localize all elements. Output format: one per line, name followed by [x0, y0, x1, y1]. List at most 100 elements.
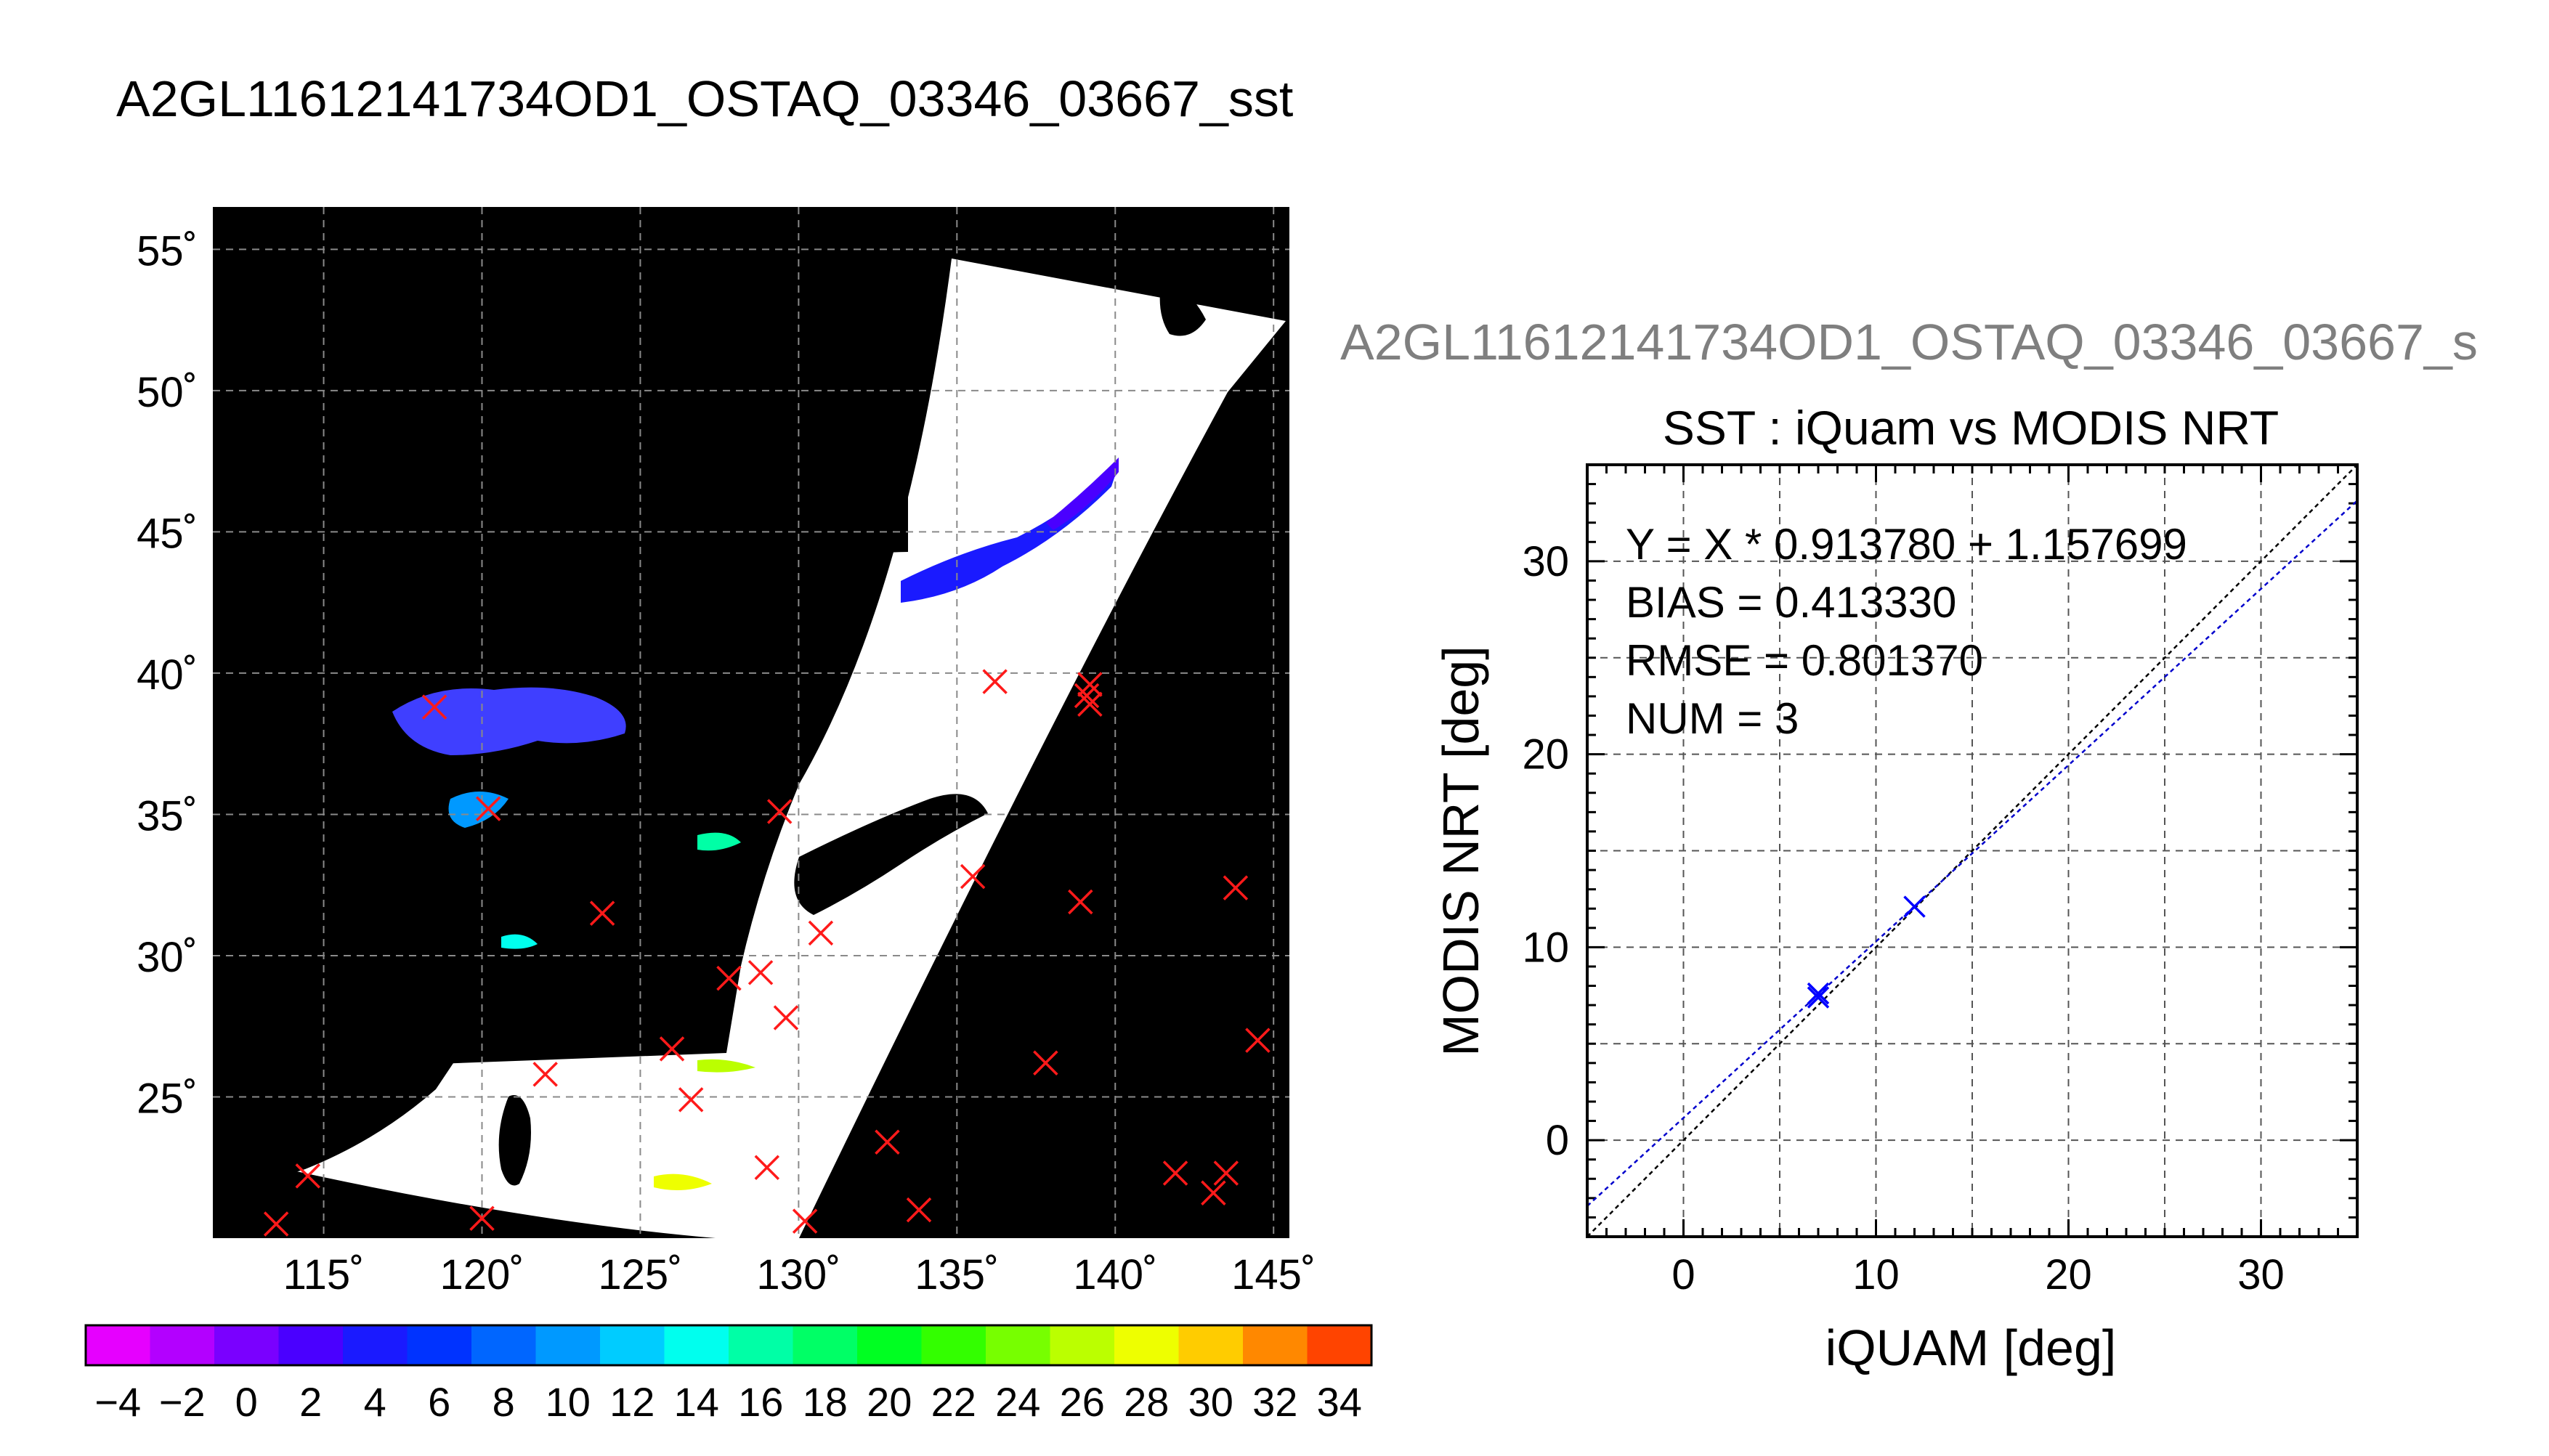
map-lat-label: 55˚ [137, 227, 198, 274]
map-marker [1245, 1028, 1271, 1053]
scatter-points [1807, 895, 1926, 1009]
colorbar-block [729, 1325, 793, 1365]
colorbar-block [407, 1325, 472, 1365]
map-marker-stroke [716, 965, 742, 991]
map-marker-stroke [960, 863, 986, 890]
scatter-x-tick-label: 20 [2045, 1251, 2092, 1298]
map-lat-label: 35˚ [137, 792, 198, 839]
colorbar-tick-label: 12 [609, 1379, 655, 1425]
colorbar-block [857, 1325, 922, 1365]
map-marker-stroke [421, 694, 447, 720]
map-marker-stroke [875, 1129, 900, 1155]
map-marker-stroke [1245, 1028, 1271, 1053]
map-marker-stroke [982, 669, 1008, 694]
map-lat-label: 50˚ [137, 369, 198, 416]
sst-patch-south-2 [654, 1174, 712, 1190]
scatter-point [1903, 895, 1926, 918]
sst-patch-east-china [501, 934, 538, 949]
map-lon-label: 135˚ [915, 1251, 999, 1298]
colorbar-tick-label: 30 [1188, 1379, 1233, 1425]
map-marker-stroke [1033, 1050, 1058, 1076]
map-marker-stroke [1223, 875, 1249, 900]
map-marker-stroke [906, 1197, 932, 1223]
scatter-point-stroke [1807, 986, 1830, 1009]
map-marker-stroke [659, 1036, 685, 1062]
map-marker-stroke [1077, 672, 1103, 697]
sst-patch-korea-strait [697, 832, 741, 851]
colorbar-block [921, 1325, 986, 1365]
colorbar-block [1243, 1325, 1308, 1365]
sst-color-patches [392, 457, 1119, 1190]
map-marker [1223, 875, 1249, 900]
map-panel: 55˚ 50˚ 45˚ 40˚ 35˚ 30˚ 25˚ 115˚ 120˚ 125˚ 130˚ 13… [137, 207, 1316, 1298]
map-marker-stroke [295, 1163, 321, 1189]
colorbar-tick-label: 34 [1317, 1379, 1362, 1425]
map-marker-stroke [1162, 1160, 1188, 1186]
colorbar-tick-label: 24 [995, 1379, 1040, 1425]
map-marker-stroke [469, 1205, 495, 1232]
map-lat-label: 45˚ [137, 510, 198, 557]
colorbar-block [471, 1325, 536, 1365]
map-marker [906, 1197, 932, 1223]
sst-patch-okhotsk [1046, 457, 1119, 530]
sst-patch-yellow-sea [448, 792, 508, 828]
map-lon-label: 125˚ [598, 1251, 682, 1298]
colorbar-tick-label: 26 [1060, 1379, 1105, 1425]
scatter-x-tick-label: 30 [2237, 1251, 2285, 1298]
colorbar-block [1114, 1325, 1179, 1365]
scatter-tick-labels: 0 10 20 30 0 10 20 30 [1522, 538, 2284, 1298]
map-marker-stroke [1213, 1160, 1239, 1186]
map-lon-label: 130˚ [756, 1251, 840, 1298]
regression-fit-line [1586, 500, 2358, 1207]
colorbar-frame [84, 1324, 1373, 1367]
sst-patch-bohai [392, 687, 626, 755]
main-title: A2GL11612141734OD1_OSTAQ_03346_03667_sst [116, 70, 1293, 127]
colorbar-block [150, 1325, 215, 1365]
scatter-annotation: NUM = 3 [1626, 694, 1799, 743]
scatter-annotation: RMSE = 0.801370 [1626, 636, 1983, 685]
scatter-overtitle: A2GL11612141734OD1_OSTAQ_03346_03667_s [1340, 314, 2478, 370]
map-marker [659, 1036, 685, 1062]
map-marker [716, 965, 742, 991]
map-lat-label: 30˚ [137, 934, 198, 981]
map-marker [773, 1005, 799, 1030]
map-marker [475, 796, 501, 821]
map-marker [1077, 672, 1103, 697]
map-marker [960, 863, 986, 890]
scatter-panel: SST : iQuam vs MODIS NRT Y = X * 0.91378… [1432, 401, 2359, 1376]
colorbar-block [600, 1325, 665, 1365]
colorbar-tick-label: −4 [94, 1379, 141, 1425]
colorbar-block [278, 1325, 344, 1365]
scatter-point [1807, 982, 1830, 1005]
colorbar-block [986, 1325, 1050, 1365]
map-lon-label: 120˚ [439, 1251, 524, 1298]
scatter-point [1807, 986, 1830, 1009]
map-marker [1201, 1180, 1226, 1205]
colorbar-blocks [86, 1325, 1372, 1365]
map-marker [263, 1211, 289, 1237]
map-marker [1162, 1160, 1188, 1186]
colorbar-tick-label: 10 [546, 1379, 591, 1425]
colorbar-tick-label: 4 [364, 1379, 386, 1425]
map-lon-labels: 115˚ 120˚ 125˚ 130˚ 135˚ 140˚ 145˚ [283, 1251, 1316, 1298]
land-korea [697, 639, 775, 830]
scatter-y-tick-label: 0 [1546, 1117, 1569, 1164]
map-marker [754, 1155, 780, 1180]
map-marker-stroke [792, 1208, 818, 1234]
colorbar-block [793, 1325, 858, 1365]
map-lat-label: 40˚ [137, 651, 198, 699]
scatter-annotation: BIAS = 0.413330 [1626, 578, 1956, 627]
colorbar-tick-label: −2 [159, 1379, 206, 1425]
colorbar-block [535, 1325, 601, 1365]
map-marker-stroke [1201, 1180, 1226, 1205]
sst-patch-south-1 [697, 1059, 755, 1073]
map-marker-stroke [532, 1062, 558, 1087]
colorbar-block [86, 1325, 150, 1365]
map-marker-stroke [263, 1211, 289, 1237]
map-marker-stroke [747, 960, 774, 985]
one-to-one-line [1586, 464, 2358, 1237]
map-marker [678, 1087, 704, 1113]
map-markers [263, 669, 1271, 1237]
